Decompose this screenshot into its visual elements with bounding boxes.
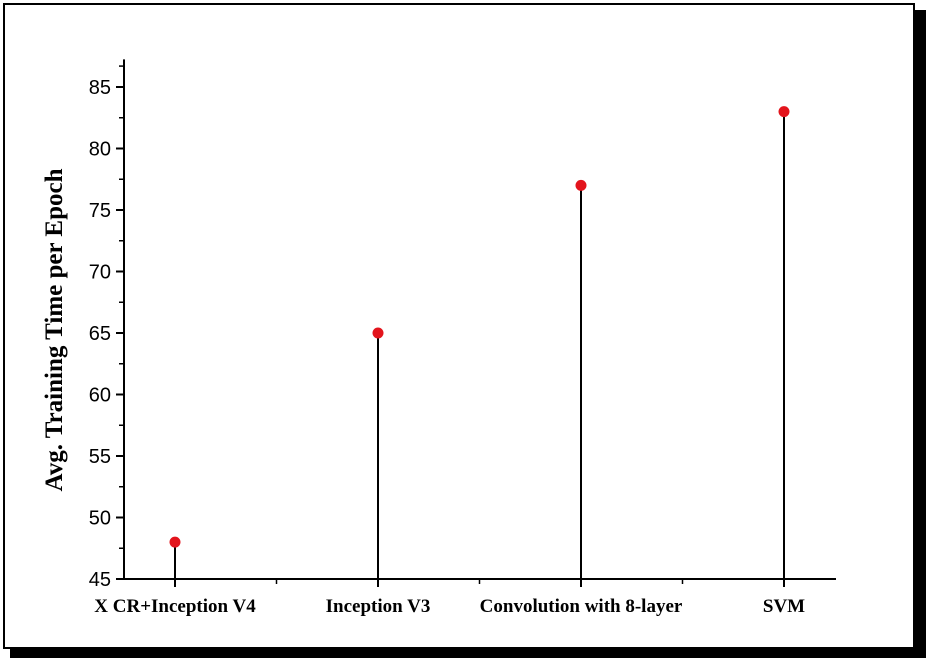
y-tick-label: 70 bbox=[89, 262, 111, 284]
data-point bbox=[778, 106, 790, 118]
x-tick-label: X CR+Inception V4 bbox=[94, 596, 256, 617]
x-tick-label: SVM bbox=[763, 596, 805, 617]
y-tick-label: 65 bbox=[89, 323, 111, 345]
y-tick-label: 60 bbox=[89, 385, 111, 407]
y-axis-title: Avg. Training Time per Epoch bbox=[41, 168, 68, 491]
plot-area: 45 50 55 60 65 70 75 80 85 X CR+Inception V4 Incep… bbox=[89, 59, 836, 617]
y-tick-label: 55 bbox=[89, 446, 111, 468]
y-tick-label: 50 bbox=[89, 508, 111, 530]
chart-frame bbox=[3, 3, 915, 649]
y-tick-label: 85 bbox=[89, 77, 111, 99]
data-point bbox=[372, 327, 384, 339]
y-tick-label: 45 bbox=[89, 569, 111, 591]
y-tick-label: 80 bbox=[89, 139, 111, 161]
y-tick-label: 75 bbox=[89, 200, 111, 222]
data-point bbox=[169, 536, 181, 548]
x-tick-label: Inception V3 bbox=[326, 596, 431, 617]
x-tick-label: Convolution with 8-layer bbox=[480, 596, 683, 617]
data-point bbox=[575, 179, 587, 191]
